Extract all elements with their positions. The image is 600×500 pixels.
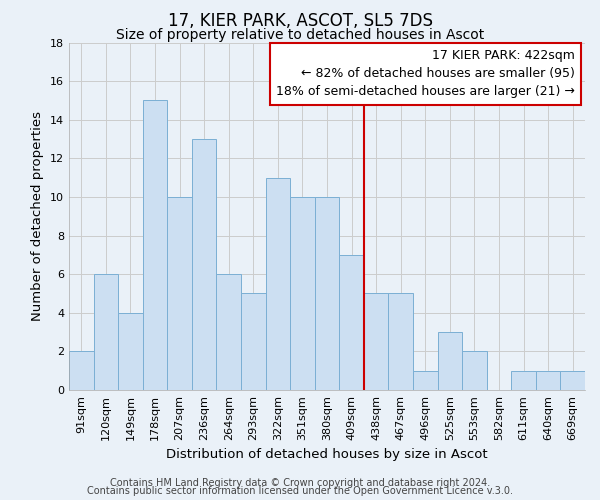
Bar	[462, 352, 487, 390]
Bar	[560, 370, 585, 390]
Text: Size of property relative to detached houses in Ascot: Size of property relative to detached ho…	[116, 28, 484, 42]
Text: 17, KIER PARK, ASCOT, SL5 7DS: 17, KIER PARK, ASCOT, SL5 7DS	[167, 12, 433, 30]
Bar	[69, 352, 94, 390]
Bar	[192, 139, 217, 390]
Bar	[536, 370, 560, 390]
Bar	[241, 294, 266, 390]
Bar	[315, 197, 339, 390]
Bar	[388, 294, 413, 390]
Text: Contains HM Land Registry data © Crown copyright and database right 2024.: Contains HM Land Registry data © Crown c…	[110, 478, 490, 488]
Text: 17 KIER PARK: 422sqm
← 82% of detached houses are smaller (95)
18% of semi-detac: 17 KIER PARK: 422sqm ← 82% of detached h…	[276, 50, 575, 98]
Bar	[511, 370, 536, 390]
Bar	[94, 274, 118, 390]
Bar	[217, 274, 241, 390]
Bar	[290, 197, 315, 390]
Bar	[118, 313, 143, 390]
Text: Contains public sector information licensed under the Open Government Licence v.: Contains public sector information licen…	[87, 486, 513, 496]
Bar	[266, 178, 290, 390]
Bar	[413, 370, 437, 390]
Bar	[143, 100, 167, 390]
Bar	[437, 332, 462, 390]
Bar	[364, 294, 388, 390]
X-axis label: Distribution of detached houses by size in Ascot: Distribution of detached houses by size …	[166, 448, 488, 461]
Bar	[339, 255, 364, 390]
Bar	[167, 197, 192, 390]
Y-axis label: Number of detached properties: Number of detached properties	[31, 112, 44, 322]
